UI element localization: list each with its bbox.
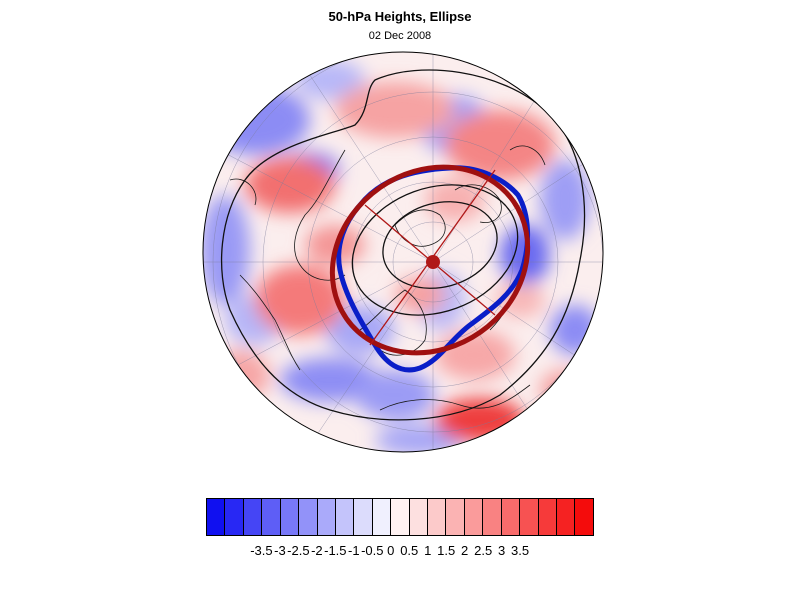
colorbar-tick-label: 1.5 — [437, 543, 456, 558]
colorbar-swatch — [557, 499, 576, 535]
vortex-center-marker — [426, 255, 440, 269]
colorbar-swatch — [428, 499, 447, 535]
colorbar-swatch — [391, 499, 410, 535]
colorbar-tick-label: 1 — [424, 543, 432, 558]
colorbar-tick-label: -1.5 — [324, 543, 347, 558]
colorbar-tick-label: 0.5 — [400, 543, 419, 558]
colorbar-tick-label: 2.5 — [474, 543, 493, 558]
colorbar-tick-label: -2 — [311, 543, 323, 558]
colorbar-swatch — [409, 499, 429, 535]
colorbar-swatch — [575, 499, 593, 535]
colorbar-swatch — [280, 499, 300, 535]
colorbar-tick-label: 0 — [387, 543, 395, 558]
colorbar-swatch — [464, 499, 484, 535]
colorbar-swatch — [354, 499, 373, 535]
fitted-ellipse — [329, 164, 531, 356]
colorbar-swatch — [520, 499, 539, 535]
colorbar-swatch — [243, 499, 263, 535]
colorbar-tick-label: -3 — [274, 543, 286, 558]
coastlines — [229, 145, 546, 411]
globe-outline — [202, 51, 604, 453]
colorbar-swatch — [299, 499, 318, 535]
colorbar-swatch — [225, 499, 244, 535]
colorbar-swatch — [335, 499, 355, 535]
colorbar-tick-label: -0.5 — [361, 543, 384, 558]
colorbar-swatch — [538, 499, 558, 535]
colorbar — [206, 498, 594, 536]
colorbar-swatch — [262, 499, 281, 535]
map-title: 50-hPa Heights, Ellipse — [328, 9, 472, 24]
colorbar-tick-label: 2 — [461, 543, 469, 558]
colorbar-labels: -3.5 -3 -2.5 -2 -1.5 -1 -0.5 0 0.5 1 1.5 2 2.5 3 3.5 — [206, 543, 594, 559]
colorbar-tick-label: -2.5 — [287, 543, 310, 558]
colorbar-tick-label: -3.5 — [250, 543, 273, 558]
colorbar-swatch — [501, 499, 521, 535]
colorbar-swatch — [207, 499, 226, 535]
colorbar-tick-label: 3.5 — [511, 543, 530, 558]
colorbar-swatch — [317, 499, 336, 535]
map-date: 02 Dec 2008 — [368, 30, 432, 42]
anomaly-field — [203, 52, 603, 452]
colorbar-swatch — [372, 499, 392, 535]
colorbar-tick-label: 3 — [497, 543, 506, 558]
colorbar-tick-label: -1 — [348, 543, 360, 558]
colorbar-swatch — [446, 499, 465, 535]
colorbar-swatch — [483, 499, 502, 535]
